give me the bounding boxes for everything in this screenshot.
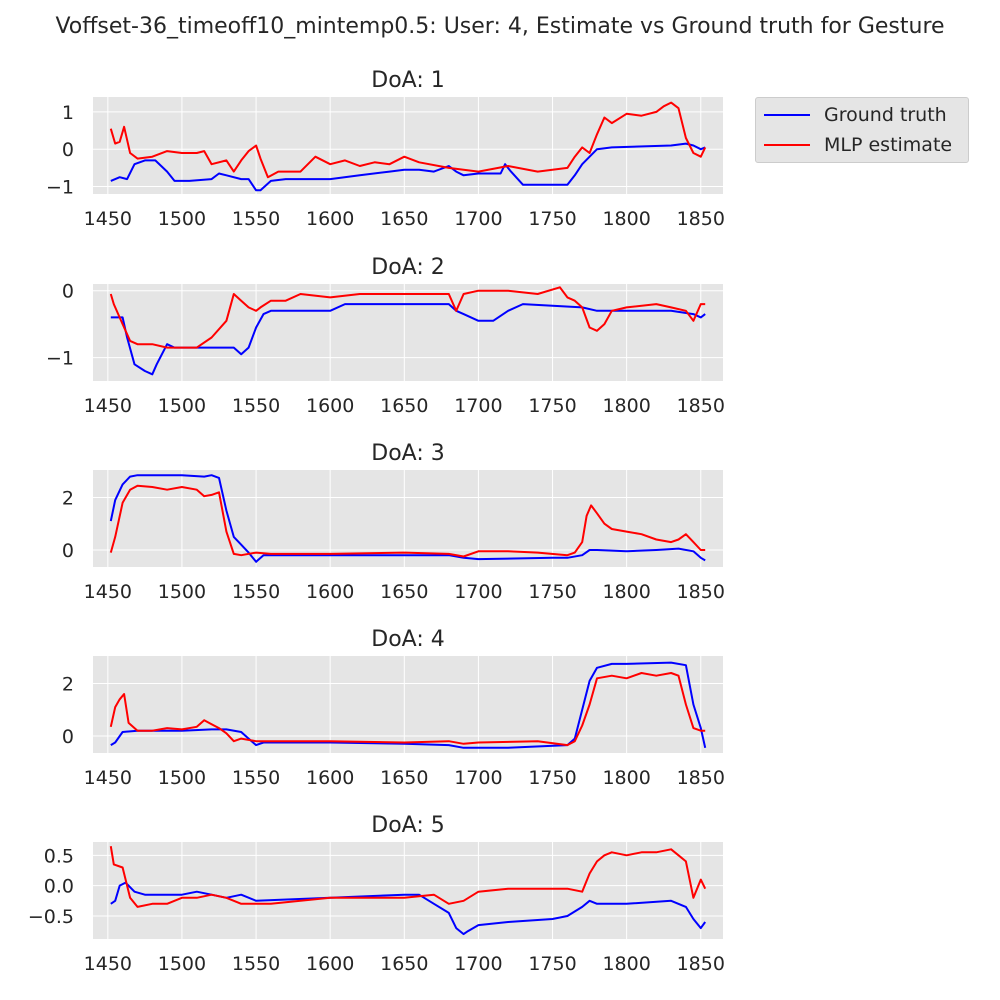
series-line-ground-truth-5 [110, 881, 707, 936]
x-tick-label-2-3: 1600 [306, 395, 354, 417]
y-tick-label-1-1: 0 [62, 139, 74, 161]
x-tick-label-5-4: 1650 [380, 953, 428, 975]
y-tick-label-5-2: 0.5 [44, 845, 74, 867]
panel-doa-5: 1450 1500 1550 1600 1650 1700 1750 1800 1850 −0.5… [28, 813, 725, 975]
y-tick-label-4-0: 0 [62, 726, 74, 748]
plot-area-1 [93, 97, 723, 194]
x-tick-label-5-2: 1550 [232, 953, 280, 975]
x-tick-label-3-4: 1650 [380, 581, 428, 603]
x-tick-label-1-3: 1600 [306, 208, 354, 230]
x-tick-label-5-1: 1500 [158, 953, 206, 975]
x-tick-label-1-1: 1500 [158, 208, 206, 230]
legend-item-ground-truth: Ground truth [764, 103, 947, 127]
plot-area-4 [93, 656, 723, 753]
panel-doa-1: 1450 1500 1550 1600 1650 1700 1750 1800 1850 −1 0 1… [46, 68, 725, 230]
x-tick-label-1-2: 1550 [232, 208, 280, 230]
y-tick-label-5-0: −0.5 [28, 906, 74, 928]
series-line-ground-truth-1 [110, 142, 706, 192]
x-tick-label-3-1: 1500 [158, 581, 206, 603]
x-tick-label-4-0: 1450 [84, 767, 132, 789]
x-tick-label-4-8: 1850 [677, 767, 725, 789]
x-tick-label-3-2: 1550 [232, 581, 280, 603]
panel-doa-3: 1450 1500 1550 1600 1650 1700 1750 1800 1850 0 2 Do… [62, 441, 725, 603]
x-tick-label-2-1: 1500 [158, 395, 206, 417]
y-tick-label-1-2: 1 [62, 102, 74, 124]
panel-title-4: DoA: 4 [371, 627, 444, 652]
series-line-ground-truth-4 [110, 661, 707, 749]
y-tick-label-2-1: 0 [62, 281, 74, 303]
panel-doa-2: 1450 1500 1550 1600 1650 1700 1750 1800 1850 −1 0 D… [46, 255, 725, 417]
series-line-ground-truth-3 [109, 474, 706, 563]
x-tick-label-3-0: 1450 [84, 581, 132, 603]
x-tick-label-3-7: 1800 [602, 581, 650, 603]
x-tick-label-2-7: 1800 [602, 395, 650, 417]
legend-swatch-ground-truth [764, 114, 810, 116]
x-tick-label-5-8: 1850 [677, 953, 725, 975]
legend-label-ground-truth: Ground truth [824, 104, 947, 126]
plot-area-2 [93, 284, 723, 381]
y-tick-label-3-0: 0 [62, 540, 74, 562]
x-tick-label-1-0: 1450 [84, 208, 132, 230]
panel-doa-4: 1450 1500 1550 1600 1650 1700 1750 1800 1850 0 2 Do… [62, 627, 725, 789]
legend-swatch-mlp-estimate [764, 144, 810, 146]
series-line-mlp-estimate-4 [109, 672, 706, 747]
x-tick-label-3-8: 1850 [677, 581, 725, 603]
x-tick-label-4-2: 1550 [232, 767, 280, 789]
x-tick-label-1-7: 1800 [602, 208, 650, 230]
series-line-mlp-estimate-2 [109, 286, 706, 349]
y-tick-label-5-1: 0.0 [44, 876, 74, 898]
x-tick-label-4-1: 1500 [158, 767, 206, 789]
x-tick-label-4-7: 1800 [602, 767, 650, 789]
y-tick-label-4-1: 2 [62, 674, 74, 696]
x-tick-label-3-3: 1600 [306, 581, 354, 603]
x-tick-label-5-3: 1600 [306, 953, 354, 975]
x-tick-label-1-5: 1700 [454, 208, 502, 230]
panel-title-2: DoA: 2 [371, 255, 444, 280]
panel-title-3: DoA: 3 [371, 441, 444, 466]
x-tick-label-5-6: 1750 [528, 953, 576, 975]
x-tick-label-5-5: 1700 [454, 953, 502, 975]
x-tick-label-1-6: 1750 [528, 208, 576, 230]
x-tick-label-2-2: 1550 [232, 395, 280, 417]
x-tick-label-2-5: 1700 [454, 395, 502, 417]
series-line-mlp-estimate-3 [109, 484, 706, 558]
legend-item-mlp-estimate: MLP estimate [764, 133, 952, 157]
x-tick-label-3-6: 1750 [528, 581, 576, 603]
figure-title: Voffset-36_timeoff10_mintemp0.5: User: 4… [55, 14, 945, 39]
x-tick-label-4-5: 1700 [454, 767, 502, 789]
x-tick-label-5-7: 1800 [602, 953, 650, 975]
x-tick-label-2-8: 1850 [677, 395, 725, 417]
y-tick-label-1-0: −1 [46, 177, 74, 199]
panel-title-5: DoA: 5 [371, 813, 444, 838]
x-tick-label-3-5: 1700 [454, 581, 502, 603]
plot-area-5 [93, 842, 723, 939]
x-tick-label-4-4: 1650 [380, 767, 428, 789]
legend-label-mlp-estimate: MLP estimate [824, 134, 953, 156]
x-tick-label-2-4: 1650 [380, 395, 428, 417]
series-line-mlp-estimate-1 [109, 101, 707, 179]
x-tick-label-2-6: 1750 [528, 395, 576, 417]
x-tick-label-1-8: 1850 [677, 208, 725, 230]
x-tick-label-1-4: 1650 [380, 208, 428, 230]
x-tick-label-2-0: 1450 [84, 395, 132, 417]
y-tick-label-2-0: −1 [46, 348, 74, 370]
legend: Ground truth MLP estimate [755, 97, 969, 163]
x-tick-label-4-3: 1600 [306, 767, 354, 789]
x-tick-label-5-0: 1450 [84, 953, 132, 975]
y-tick-label-3-1: 2 [62, 488, 74, 510]
x-tick-label-4-6: 1750 [528, 767, 576, 789]
series-line-mlp-estimate-5 [109, 846, 707, 908]
panel-title-1: DoA: 1 [371, 68, 444, 93]
